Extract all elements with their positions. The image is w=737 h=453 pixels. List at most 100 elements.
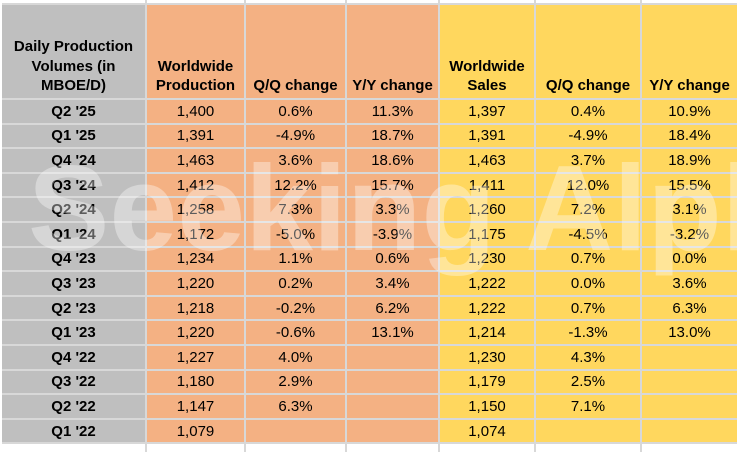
cell-sales: 1,222 xyxy=(440,272,534,295)
cell-sales-qq-change: -4.5% xyxy=(536,222,640,246)
cell-production-qq-change: -5.0% xyxy=(246,222,345,246)
cell-production-qq-change: -4.9% xyxy=(246,124,345,148)
cell-sales-yy-change: 10.9% xyxy=(642,100,737,123)
sheet-margin-cell xyxy=(347,444,438,453)
cell-sales: 1,179 xyxy=(440,370,534,394)
cell-production: 1,220 xyxy=(147,321,244,344)
sheet-margin-cell xyxy=(347,0,438,3)
cell-sales-qq-change: 0.4% xyxy=(536,100,640,123)
cell-sales-yy-change: 3.1% xyxy=(642,198,737,221)
cell-production-qq-change: -0.2% xyxy=(246,296,345,320)
cell-sales: 1,260 xyxy=(440,198,534,221)
cell-production-yy-change: 6.2% xyxy=(347,296,438,320)
cell-production: 1,391 xyxy=(147,124,244,148)
cell-sales-yy-change: 18.9% xyxy=(642,149,737,172)
cell-sales-qq-change: 3.7% xyxy=(536,149,640,172)
sheet-margin-cell xyxy=(642,0,737,3)
cell-production-yy-change xyxy=(347,419,438,443)
cell-production: 1,218 xyxy=(147,296,244,320)
sheet-margin-cell xyxy=(440,0,534,3)
cell-production-qq-change: 1.1% xyxy=(246,247,345,271)
cell-sales-qq-change: 0.7% xyxy=(536,247,640,271)
cell-sales-qq-change: -4.9% xyxy=(536,124,640,148)
cell-production-qq-change: -0.6% xyxy=(246,321,345,344)
sheet-margin-cell xyxy=(2,0,145,3)
cell-production-yy-change xyxy=(347,370,438,394)
cell-quarter: Q3 '23 xyxy=(2,272,145,295)
sales-yy-change-header: Y/Y change xyxy=(642,5,737,98)
cell-sales-qq-change: 12.0% xyxy=(536,173,640,197)
cell-sales-yy-change xyxy=(642,395,737,418)
cell-sales: 1,391 xyxy=(440,124,534,148)
production-header: Worldwide Production xyxy=(147,5,244,98)
cell-production-yy-change xyxy=(347,345,438,369)
cell-production: 1,234 xyxy=(147,247,244,271)
cell-sales-qq-change: 4.3% xyxy=(536,345,640,369)
cell-sales: 1,175 xyxy=(440,222,534,246)
cell-sales-yy-change: 13.0% xyxy=(642,321,737,344)
cell-production-yy-change: 15.7% xyxy=(347,173,438,197)
cell-quarter: Q3 '24 xyxy=(2,173,145,197)
cell-production-yy-change: 3.3% xyxy=(347,198,438,221)
cell-production: 1,412 xyxy=(147,173,244,197)
sheet-margin-cell xyxy=(440,444,534,453)
cell-production: 1,147 xyxy=(147,395,244,418)
sales-qq-change-header: Q/Q change xyxy=(536,5,640,98)
cell-quarter: Q2 '22 xyxy=(2,395,145,418)
sheet-margin-cell xyxy=(536,444,640,453)
cell-production: 1,079 xyxy=(147,419,244,443)
cell-quarter: Q1 '24 xyxy=(2,222,145,246)
cell-quarter: Q1 '22 xyxy=(2,419,145,443)
cell-sales: 1,074 xyxy=(440,419,534,443)
cell-quarter: Q2 '25 xyxy=(2,100,145,123)
cell-sales-yy-change: 18.4% xyxy=(642,124,737,148)
cell-production-yy-change: 3.4% xyxy=(347,272,438,295)
cell-production-yy-change: 11.3% xyxy=(347,100,438,123)
cell-quarter: Q2 '24 xyxy=(2,198,145,221)
cell-production-qq-change: 3.6% xyxy=(246,149,345,172)
cell-production: 1,258 xyxy=(147,198,244,221)
cell-sales: 1,214 xyxy=(440,321,534,344)
cell-production-qq-change: 2.9% xyxy=(246,370,345,394)
cell-sales-yy-change: 3.6% xyxy=(642,272,737,295)
cell-production-qq-change: 6.3% xyxy=(246,395,345,418)
cell-sales-yy-change: 0.0% xyxy=(642,247,737,271)
cell-production: 1,400 xyxy=(147,100,244,123)
sheet-margin-cell xyxy=(2,444,145,453)
sheet-margin-cell xyxy=(147,444,244,453)
cell-sales-yy-change xyxy=(642,419,737,443)
cell-production-yy-change: 18.7% xyxy=(347,124,438,148)
cell-quarter: Q3 '22 xyxy=(2,370,145,394)
cell-sales: 1,230 xyxy=(440,345,534,369)
cell-sales-qq-change: 0.0% xyxy=(536,272,640,295)
cell-production-qq-change: 0.2% xyxy=(246,272,345,295)
cell-production: 1,463 xyxy=(147,149,244,172)
cell-sales-yy-change: 6.3% xyxy=(642,296,737,320)
cell-quarter: Q4 '23 xyxy=(2,247,145,271)
cell-quarter: Q1 '25 xyxy=(2,124,145,148)
sales-header: Worldwide Sales xyxy=(440,5,534,98)
cell-production-qq-change: 0.6% xyxy=(246,100,345,123)
cell-production: 1,180 xyxy=(147,370,244,394)
cell-production-yy-change: 13.1% xyxy=(347,321,438,344)
cell-sales-qq-change: 0.7% xyxy=(536,296,640,320)
cell-production-qq-change xyxy=(246,419,345,443)
cell-sales: 1,411 xyxy=(440,173,534,197)
cell-sales: 1,150 xyxy=(440,395,534,418)
cell-sales: 1,222 xyxy=(440,296,534,320)
cell-sales-qq-change: -1.3% xyxy=(536,321,640,344)
cell-sales-yy-change: 15.5% xyxy=(642,173,737,197)
cell-sales-yy-change: -3.2% xyxy=(642,222,737,246)
cell-sales-qq-change xyxy=(536,419,640,443)
cell-production: 1,220 xyxy=(147,272,244,295)
cell-quarter: Q1 '23 xyxy=(2,321,145,344)
cell-production: 1,172 xyxy=(147,222,244,246)
cell-sales-qq-change: 7.1% xyxy=(536,395,640,418)
sheet-margin-cell xyxy=(642,444,737,453)
row-label-header: Daily Production Volumes (in MBOE/D) xyxy=(2,5,145,98)
cell-production-qq-change: 12.2% xyxy=(246,173,345,197)
production-yy-change-header: Y/Y change xyxy=(347,5,438,98)
sheet-margin-cell xyxy=(246,0,345,3)
cell-sales-yy-change xyxy=(642,370,737,394)
